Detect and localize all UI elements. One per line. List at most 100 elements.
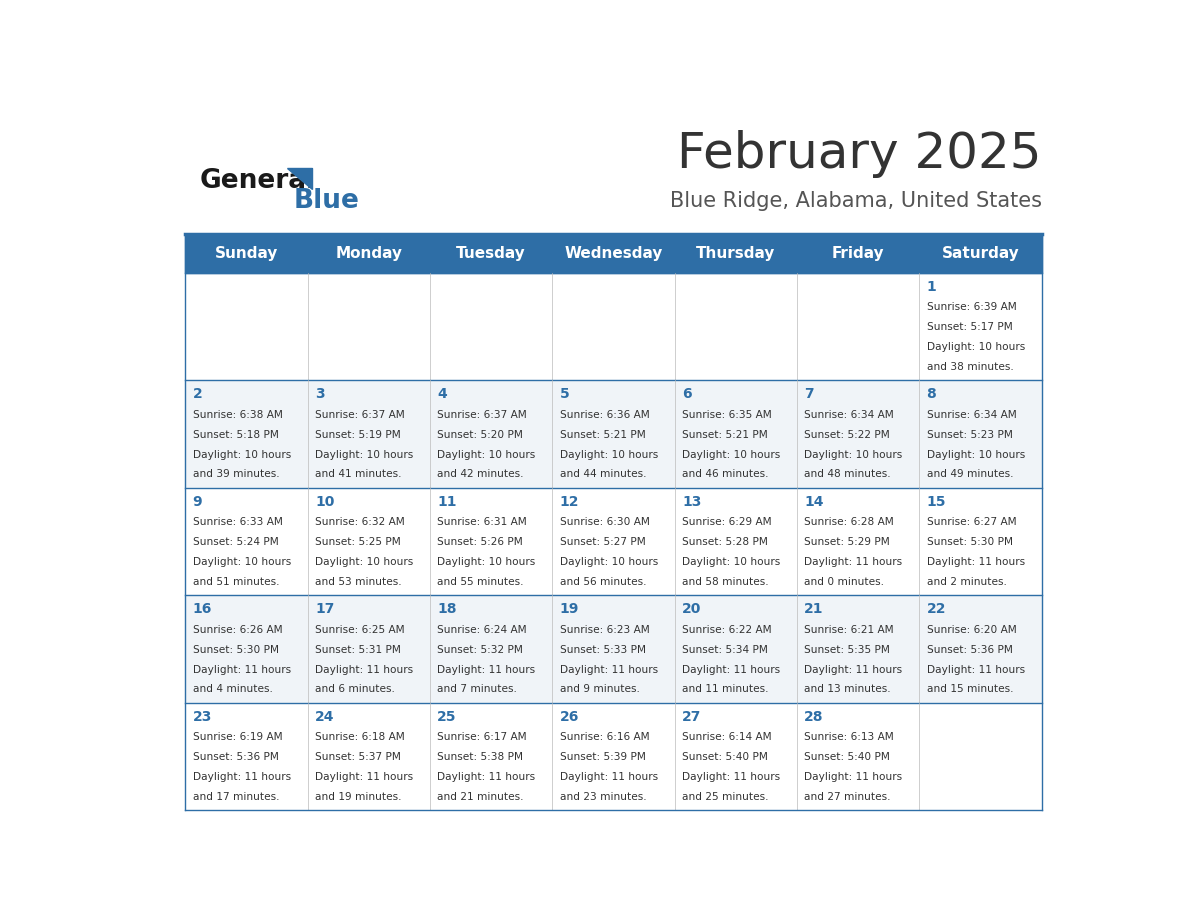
Bar: [185, 273, 1042, 380]
Bar: [185, 487, 1042, 595]
Text: 1: 1: [927, 280, 936, 294]
Text: Monday: Monday: [335, 246, 403, 261]
Text: and 2 minutes.: and 2 minutes.: [927, 577, 1006, 587]
Text: Daylight: 11 hours: Daylight: 11 hours: [804, 665, 903, 675]
Text: 8: 8: [927, 387, 936, 401]
Text: Daylight: 11 hours: Daylight: 11 hours: [682, 665, 781, 675]
Text: Sunrise: 6:19 AM: Sunrise: 6:19 AM: [192, 733, 283, 742]
Text: Sunrise: 6:18 AM: Sunrise: 6:18 AM: [315, 733, 405, 742]
Text: and 51 minutes.: and 51 minutes.: [192, 577, 279, 587]
Text: Sunset: 5:28 PM: Sunset: 5:28 PM: [682, 537, 767, 547]
Text: February 2025: February 2025: [677, 130, 1042, 178]
Text: Sunset: 5:34 PM: Sunset: 5:34 PM: [682, 644, 767, 655]
Text: 21: 21: [804, 602, 823, 616]
Text: Sunrise: 6:26 AM: Sunrise: 6:26 AM: [192, 625, 283, 634]
Text: and 19 minutes.: and 19 minutes.: [315, 792, 402, 801]
Text: 27: 27: [682, 710, 701, 723]
Text: and 21 minutes.: and 21 minutes.: [437, 792, 524, 801]
Text: Friday: Friday: [832, 246, 884, 261]
Text: Sunrise: 6:16 AM: Sunrise: 6:16 AM: [560, 733, 650, 742]
Text: Daylight: 11 hours: Daylight: 11 hours: [927, 665, 1025, 675]
Text: Sunrise: 6:34 AM: Sunrise: 6:34 AM: [927, 409, 1017, 420]
Text: 28: 28: [804, 710, 823, 723]
Text: Sunset: 5:39 PM: Sunset: 5:39 PM: [560, 752, 645, 762]
Text: Daylight: 11 hours: Daylight: 11 hours: [927, 557, 1025, 567]
Text: and 9 minutes.: and 9 minutes.: [560, 685, 639, 694]
Text: Sunset: 5:22 PM: Sunset: 5:22 PM: [804, 430, 890, 440]
Text: 3: 3: [315, 387, 324, 401]
Text: Sunset: 5:31 PM: Sunset: 5:31 PM: [315, 644, 400, 655]
Text: 13: 13: [682, 495, 701, 509]
Text: and 27 minutes.: and 27 minutes.: [804, 792, 891, 801]
Text: 25: 25: [437, 710, 457, 723]
Text: Sunrise: 6:28 AM: Sunrise: 6:28 AM: [804, 518, 895, 527]
Text: Sunrise: 6:29 AM: Sunrise: 6:29 AM: [682, 518, 771, 527]
Text: General: General: [200, 168, 315, 194]
Text: 6: 6: [682, 387, 691, 401]
Bar: [185, 595, 1042, 702]
Text: Daylight: 10 hours: Daylight: 10 hours: [927, 342, 1025, 353]
Text: Daylight: 11 hours: Daylight: 11 hours: [437, 772, 536, 782]
Text: 12: 12: [560, 495, 580, 509]
Text: and 13 minutes.: and 13 minutes.: [804, 685, 891, 694]
Text: Sunset: 5:38 PM: Sunset: 5:38 PM: [437, 752, 524, 762]
Text: Sunset: 5:19 PM: Sunset: 5:19 PM: [315, 430, 400, 440]
Text: Daylight: 11 hours: Daylight: 11 hours: [315, 665, 413, 675]
Text: Sunrise: 6:27 AM: Sunrise: 6:27 AM: [927, 518, 1016, 527]
Text: and 25 minutes.: and 25 minutes.: [682, 792, 769, 801]
Text: Daylight: 10 hours: Daylight: 10 hours: [192, 450, 291, 460]
Text: 24: 24: [315, 710, 335, 723]
Text: Sunrise: 6:17 AM: Sunrise: 6:17 AM: [437, 733, 527, 742]
Text: Sunset: 5:23 PM: Sunset: 5:23 PM: [927, 430, 1012, 440]
Text: Daylight: 10 hours: Daylight: 10 hours: [927, 450, 1025, 460]
Text: and 0 minutes.: and 0 minutes.: [804, 577, 884, 587]
Text: and 7 minutes.: and 7 minutes.: [437, 685, 517, 694]
Text: Wednesday: Wednesday: [564, 246, 663, 261]
Text: Sunrise: 6:37 AM: Sunrise: 6:37 AM: [437, 409, 527, 420]
Text: and 38 minutes.: and 38 minutes.: [927, 362, 1013, 372]
Text: and 4 minutes.: and 4 minutes.: [192, 685, 272, 694]
Text: Sunrise: 6:34 AM: Sunrise: 6:34 AM: [804, 409, 895, 420]
Text: 2: 2: [192, 387, 202, 401]
Text: 22: 22: [927, 602, 946, 616]
Text: 7: 7: [804, 387, 814, 401]
Text: Blue Ridge, Alabama, United States: Blue Ridge, Alabama, United States: [670, 191, 1042, 210]
Text: 16: 16: [192, 602, 213, 616]
Text: Daylight: 11 hours: Daylight: 11 hours: [682, 772, 781, 782]
Text: Daylight: 11 hours: Daylight: 11 hours: [192, 665, 291, 675]
Text: Sunrise: 6:22 AM: Sunrise: 6:22 AM: [682, 625, 771, 634]
Text: 18: 18: [437, 602, 457, 616]
Text: Sunset: 5:18 PM: Sunset: 5:18 PM: [192, 430, 278, 440]
Text: Sunset: 5:36 PM: Sunset: 5:36 PM: [192, 752, 278, 762]
Text: Sunset: 5:40 PM: Sunset: 5:40 PM: [804, 752, 890, 762]
Bar: [185, 234, 1042, 273]
Text: Sunrise: 6:31 AM: Sunrise: 6:31 AM: [437, 518, 527, 527]
Text: Daylight: 11 hours: Daylight: 11 hours: [560, 665, 658, 675]
Text: 11: 11: [437, 495, 457, 509]
Text: Thursday: Thursday: [696, 246, 776, 261]
Text: Sunrise: 6:23 AM: Sunrise: 6:23 AM: [560, 625, 650, 634]
Text: Sunset: 5:36 PM: Sunset: 5:36 PM: [927, 644, 1012, 655]
Text: and 49 minutes.: and 49 minutes.: [927, 469, 1013, 479]
Text: Sunrise: 6:14 AM: Sunrise: 6:14 AM: [682, 733, 771, 742]
Text: and 53 minutes.: and 53 minutes.: [315, 577, 402, 587]
Text: Sunset: 5:40 PM: Sunset: 5:40 PM: [682, 752, 767, 762]
Text: Sunset: 5:21 PM: Sunset: 5:21 PM: [682, 430, 767, 440]
Text: Daylight: 10 hours: Daylight: 10 hours: [315, 450, 413, 460]
Text: Daylight: 11 hours: Daylight: 11 hours: [315, 772, 413, 782]
Text: and 39 minutes.: and 39 minutes.: [192, 469, 279, 479]
Text: Sunset: 5:35 PM: Sunset: 5:35 PM: [804, 644, 890, 655]
Text: and 11 minutes.: and 11 minutes.: [682, 685, 769, 694]
Text: 5: 5: [560, 387, 569, 401]
Text: Sunrise: 6:32 AM: Sunrise: 6:32 AM: [315, 518, 405, 527]
Text: Sunset: 5:33 PM: Sunset: 5:33 PM: [560, 644, 645, 655]
Text: Sunset: 5:30 PM: Sunset: 5:30 PM: [192, 644, 279, 655]
Text: Daylight: 10 hours: Daylight: 10 hours: [192, 557, 291, 567]
Text: 19: 19: [560, 602, 579, 616]
Text: Sunrise: 6:38 AM: Sunrise: 6:38 AM: [192, 409, 283, 420]
Text: and 44 minutes.: and 44 minutes.: [560, 469, 646, 479]
Text: Sunrise: 6:30 AM: Sunrise: 6:30 AM: [560, 518, 650, 527]
Text: Sunset: 5:27 PM: Sunset: 5:27 PM: [560, 537, 645, 547]
Polygon shape: [286, 168, 312, 189]
Text: Daylight: 10 hours: Daylight: 10 hours: [437, 557, 536, 567]
